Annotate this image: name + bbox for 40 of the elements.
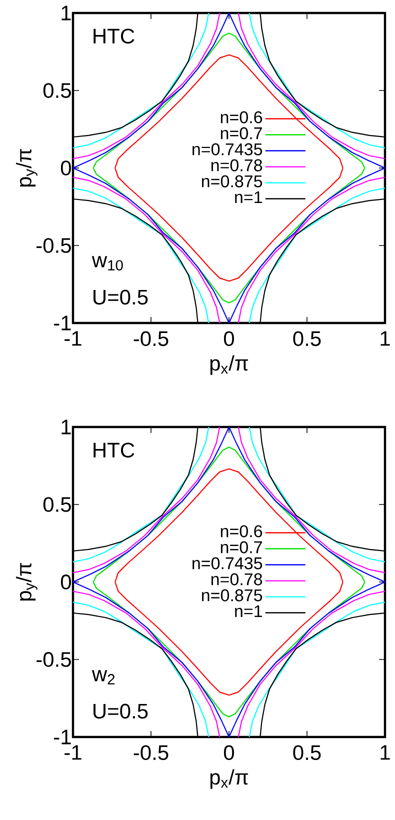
y-axis-title: p$_{y}$/π xyxy=(16,562,38,601)
legend-label: n=1 xyxy=(235,191,262,204)
x-tick-label: 1 xyxy=(380,745,390,760)
legend-label: n=0.875 xyxy=(202,175,262,188)
legend-label: n=1 xyxy=(235,605,262,618)
annotation: U=0.5 xyxy=(94,704,148,719)
x-tick-label: -0.5 xyxy=(134,331,168,346)
annotation: HTC xyxy=(94,28,134,44)
annotation: w$_{10}$ xyxy=(92,256,123,270)
legend-label: n=0.78 xyxy=(211,159,262,172)
legend-label: n=0.7 xyxy=(220,127,262,140)
x-axis-title: p$_{x}$/π xyxy=(210,355,248,375)
annotation: U=0.5 xyxy=(94,290,148,305)
y-tick-label: 0.5 xyxy=(43,497,71,512)
legend-label: n=0.6 xyxy=(220,525,262,538)
x-tick-label: 0.5 xyxy=(293,745,321,760)
annotation: w$_{2}$ xyxy=(92,670,115,684)
y-tick-label: -1 xyxy=(54,316,71,330)
y-tick-label: 1 xyxy=(62,6,71,20)
legend-label: n=0.6 xyxy=(220,111,262,124)
legend-label: n=0.7435 xyxy=(192,557,262,570)
y-tick-label: 1 xyxy=(62,420,71,434)
y-tick-label: 0 xyxy=(60,574,71,590)
x-tick-label: -0.5 xyxy=(134,745,168,760)
x-tick-label: 0 xyxy=(224,331,234,346)
legend-label: n=0.875 xyxy=(202,589,262,602)
x-tick-label: 0.5 xyxy=(293,331,321,346)
y-tick-label: -1 xyxy=(54,730,71,744)
x-axis-title: p$_{x}$/π xyxy=(210,769,248,789)
y-tick-label: 0 xyxy=(60,160,71,176)
x-tick-label: 1 xyxy=(380,331,390,346)
legend-label: n=0.78 xyxy=(211,573,262,586)
annotation: HTC xyxy=(94,442,134,458)
legend-label: n=0.7435 xyxy=(192,143,262,156)
y-tick-label: 0.5 xyxy=(43,83,71,98)
y-tick-label: -0.5 xyxy=(36,238,71,253)
y-axis-title: p$_{y}$/π xyxy=(16,148,38,187)
x-tick-label: 0 xyxy=(224,745,234,760)
legend-label: n=0.7 xyxy=(220,541,262,554)
y-tick-label: -0.5 xyxy=(36,652,71,667)
